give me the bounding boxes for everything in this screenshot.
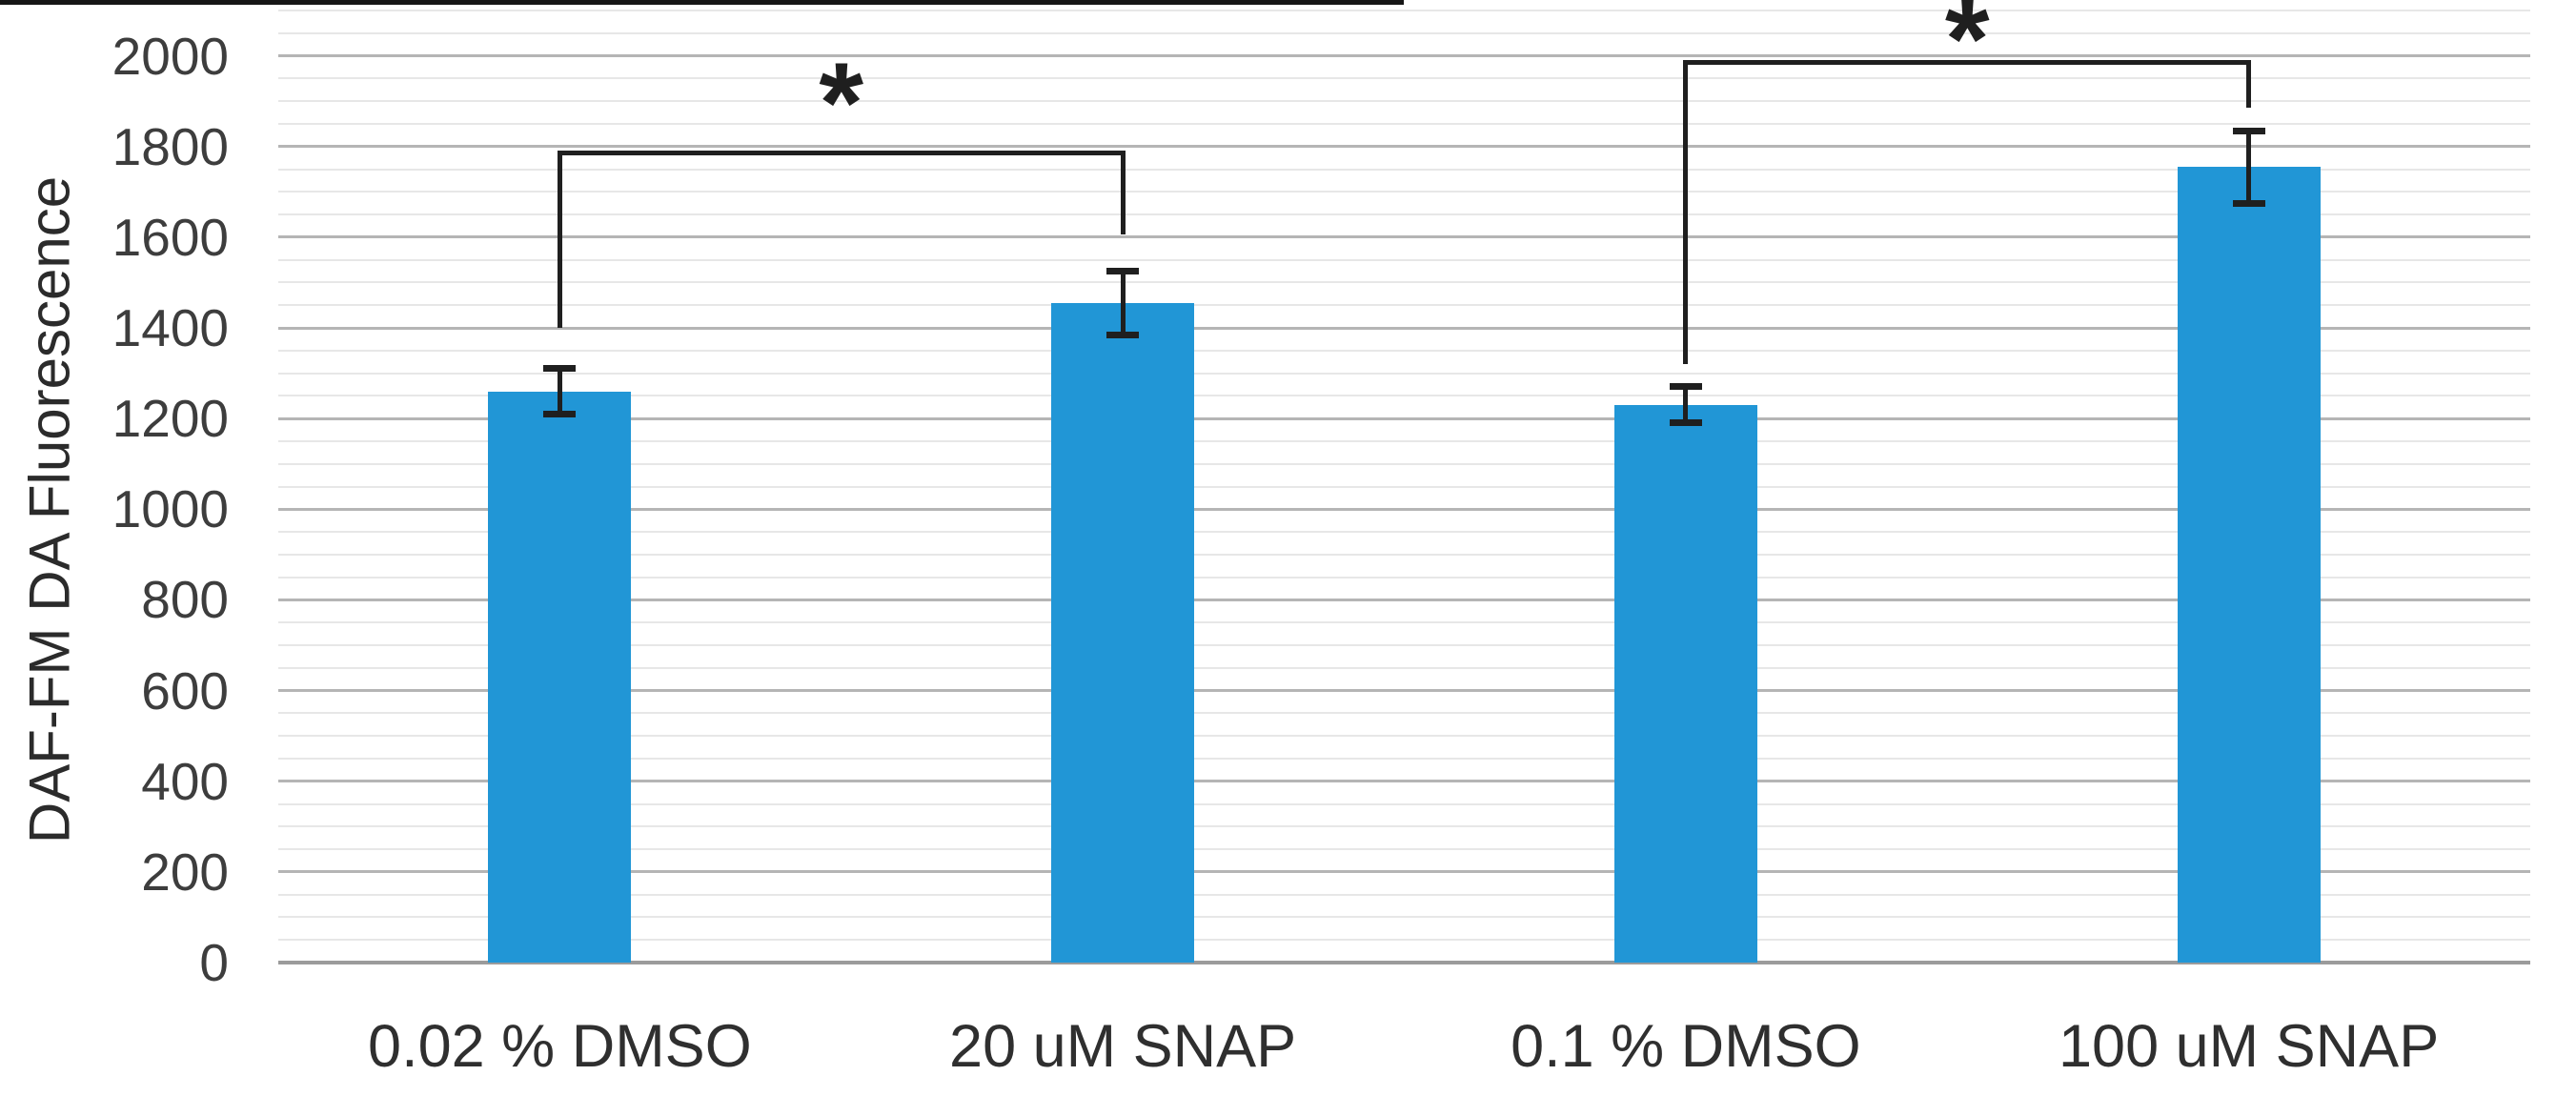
gridline-minor bbox=[278, 485, 2530, 488]
error-bar-stem bbox=[2246, 131, 2252, 204]
y-axis-tick-label: 800 bbox=[141, 570, 229, 630]
gridline-minor bbox=[278, 939, 2530, 942]
y-axis-tick-label: 400 bbox=[141, 751, 229, 811]
y-axis-tick-label: 1800 bbox=[112, 116, 229, 176]
gridline-minor bbox=[278, 10, 2530, 11]
error-bar-top-cap bbox=[1669, 383, 1702, 391]
error-bar-top-cap bbox=[543, 365, 577, 373]
gridline-minor bbox=[278, 757, 2530, 760]
error-bar-top-cap bbox=[2232, 127, 2265, 134]
y-axis-tick-label: 600 bbox=[141, 660, 229, 721]
gridline-minor bbox=[278, 349, 2530, 352]
significance-asterisk: * bbox=[819, 38, 864, 167]
gridline-minor bbox=[278, 621, 2530, 624]
gridline-minor bbox=[278, 191, 2530, 193]
gridline-major bbox=[278, 326, 2530, 330]
significance-bracket-bar bbox=[557, 151, 1126, 156]
gridline-minor bbox=[278, 372, 2530, 375]
significance-bracket-right-leg bbox=[1120, 151, 1126, 235]
gridline-minor bbox=[278, 735, 2530, 738]
x-axis-category-label: 100 uM SNAP bbox=[2059, 1013, 2440, 1080]
gridline-minor bbox=[278, 825, 2530, 828]
error-bar-stem bbox=[1120, 271, 1126, 335]
error-bar-bottom-cap bbox=[543, 410, 577, 417]
error-bar-stem bbox=[557, 368, 562, 415]
gridline-minor bbox=[278, 213, 2530, 216]
plot-area: * * bbox=[278, 0, 2530, 964]
gridline-major bbox=[278, 507, 2530, 511]
y-axis-tick-label: 1400 bbox=[112, 298, 229, 357]
y-axis-tick-label: 200 bbox=[141, 842, 229, 902]
x-axis-line bbox=[278, 961, 2530, 964]
gridline-major bbox=[278, 780, 2530, 783]
gridline-major bbox=[278, 870, 2530, 874]
gridline-minor bbox=[278, 712, 2530, 715]
error-bar-bottom-cap bbox=[1106, 331, 1140, 338]
bar bbox=[488, 391, 632, 963]
bar bbox=[1051, 302, 1195, 963]
gridline-minor bbox=[278, 168, 2530, 171]
gridline-minor bbox=[278, 576, 2530, 578]
gridline-major bbox=[278, 145, 2530, 149]
y-axis-tick-label: 1200 bbox=[112, 389, 229, 449]
gridline-minor bbox=[278, 31, 2530, 34]
gridline-minor bbox=[278, 122, 2530, 125]
gridline-minor bbox=[278, 531, 2530, 534]
x-axis-category-label: 20 uM SNAP bbox=[949, 1013, 1297, 1080]
y-axis-tick-label: 1000 bbox=[112, 479, 229, 539]
gridline-minor bbox=[278, 916, 2530, 919]
significance-bracket-bar bbox=[1683, 60, 2252, 66]
gridline-major bbox=[278, 54, 2530, 58]
bar bbox=[2177, 167, 2321, 963]
gridline-minor bbox=[278, 644, 2530, 646]
gridline-major bbox=[278, 416, 2530, 420]
gridline-major bbox=[278, 689, 2530, 693]
x-axis-category-label: 0.1 % DMSO bbox=[1511, 1013, 1861, 1080]
gridline-minor bbox=[278, 281, 2530, 284]
gridline-minor bbox=[278, 439, 2530, 442]
error-bar-top-cap bbox=[1106, 268, 1140, 275]
significance-bracket-right-leg bbox=[2246, 60, 2252, 109]
y-axis-tick-label: 1600 bbox=[112, 207, 229, 267]
significance-asterisk: * bbox=[1944, 0, 1990, 104]
gridline-minor bbox=[278, 893, 2530, 896]
error-bar-bottom-cap bbox=[1669, 419, 1702, 427]
gridline-minor bbox=[278, 462, 2530, 465]
gridline-minor bbox=[278, 77, 2530, 80]
gridline-minor bbox=[278, 395, 2530, 397]
y-axis-tick-label: 2000 bbox=[112, 26, 229, 86]
y-axis-tick-label: 0 bbox=[199, 933, 229, 992]
gridline-major bbox=[278, 235, 2530, 239]
error-bar-bottom-cap bbox=[2232, 199, 2265, 207]
error-bar-stem bbox=[1683, 386, 1689, 423]
x-axis-category-label: 0.02 % DMSO bbox=[368, 1013, 752, 1080]
gridline-minor bbox=[278, 100, 2530, 103]
gridline-minor bbox=[278, 848, 2530, 851]
significance-bracket-left-leg bbox=[557, 151, 562, 328]
gridline-minor bbox=[278, 553, 2530, 556]
gridline-minor bbox=[278, 258, 2530, 261]
significance-bracket-left-leg bbox=[1683, 60, 1689, 365]
figure-crop-artifact bbox=[0, 0, 1404, 5]
bar bbox=[1613, 404, 1757, 963]
gridline-minor bbox=[278, 802, 2530, 805]
gridline-minor bbox=[278, 666, 2530, 669]
gridline-major bbox=[278, 598, 2530, 601]
gridline-minor bbox=[278, 304, 2530, 307]
